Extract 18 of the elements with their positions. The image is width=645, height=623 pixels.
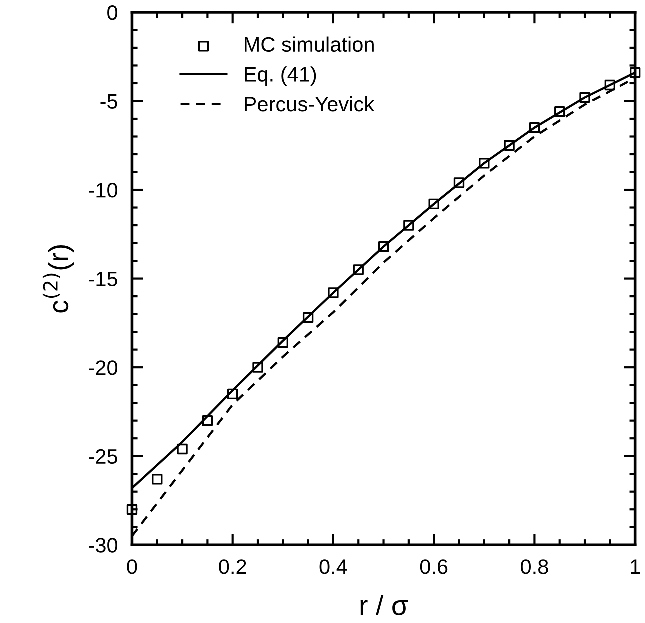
- legend-label: MC simulation: [245, 36, 374, 52]
- x-tick-label: 0.8: [521, 560, 548, 574]
- legend-label: Percus-Yevick: [245, 96, 375, 112]
- y-tick-label: -10: [89, 183, 118, 198]
- y-tick-label: 0: [108, 5, 118, 20]
- legend-label: Eq. (41): [245, 66, 316, 86]
- y-tick-label: -25: [89, 449, 118, 464]
- y-axis-title: c$^{(2)}$(r): [42, 245, 74, 313]
- y-tick-label: -5: [100, 94, 118, 109]
- x-tick-label: 0.2: [219, 560, 246, 574]
- y-tick-label: -15: [89, 272, 118, 287]
- x-tick-label: 0: [127, 560, 138, 574]
- y-tick-label: -30: [89, 538, 118, 553]
- x-axis-title: r / σ: [360, 595, 408, 616]
- y-tick-label: -20: [89, 360, 118, 376]
- x-tick-label: 1: [631, 560, 640, 574]
- x-tick-label: 0.6: [420, 560, 448, 574]
- x-tick-label: 0.4: [320, 560, 348, 574]
